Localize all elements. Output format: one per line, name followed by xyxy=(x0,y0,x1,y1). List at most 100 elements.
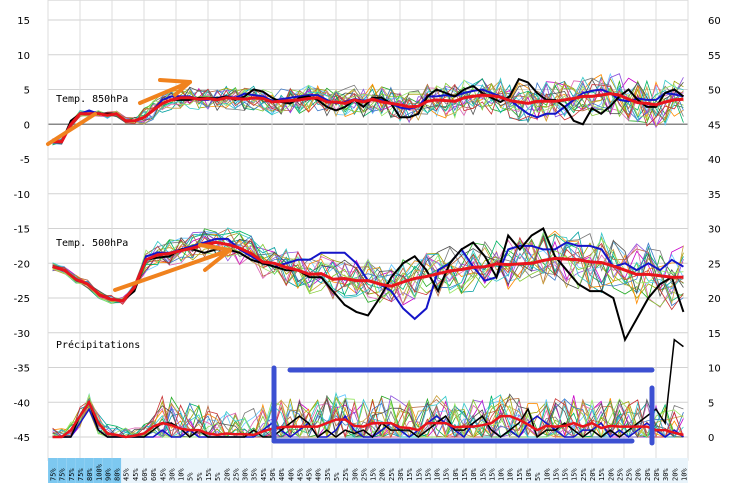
precip-probability-label: 10% xyxy=(178,468,186,481)
precip-probability-label: 15% xyxy=(443,468,451,481)
precip-probability-label: 15% xyxy=(598,468,606,481)
right-tick-label: 0 xyxy=(708,433,714,444)
probability-highlight xyxy=(112,458,122,483)
member-t500-line xyxy=(52,227,684,304)
left-tick-label: 0 xyxy=(24,120,30,131)
precip-probability-label: 15% xyxy=(552,468,560,481)
precip-probability-label: 15% xyxy=(516,468,524,481)
precip-probability-label: 25% xyxy=(232,468,240,481)
precip-probability-label: 20% xyxy=(223,468,231,481)
left-tick-label: -15 xyxy=(14,225,30,236)
precip-probability-label: 45% xyxy=(260,468,268,481)
probability-highlight xyxy=(102,458,112,483)
probability-highlight xyxy=(57,458,67,483)
member-precip-line xyxy=(52,391,684,439)
left-tick-label: -25 xyxy=(14,294,30,305)
precip-probability-label: 50% xyxy=(269,468,277,481)
annotations xyxy=(46,78,655,446)
precip-probability-label: 30% xyxy=(168,468,176,481)
label-t850: Temp. 850hPa xyxy=(56,94,128,105)
precip-probability-label: 90% xyxy=(104,468,112,481)
precip-probability-label: 60% xyxy=(150,468,158,481)
probability-highlight xyxy=(48,458,58,483)
precip-probability-label: 15% xyxy=(562,468,570,481)
precip-probability-label: 5% xyxy=(214,472,222,481)
grid xyxy=(47,0,689,461)
probability-highlight xyxy=(75,458,85,483)
precip-probability-label: 10% xyxy=(470,468,478,481)
precip-probability-label: 30% xyxy=(662,468,670,481)
left-tick-label: -30 xyxy=(14,329,30,340)
precip-probability-label: 20% xyxy=(671,468,679,481)
left-tick-label: -45 xyxy=(14,433,30,444)
precip-probability-label: 75% xyxy=(77,468,85,481)
precip-probability-label: 15% xyxy=(406,468,414,481)
precip-probability-label: 45% xyxy=(123,468,131,481)
precip-probability-label: 25% xyxy=(388,468,396,481)
right-tick-label: 10 xyxy=(708,364,721,375)
precip-probability-label: 25% xyxy=(342,468,350,481)
label-precip: Précipitations xyxy=(56,339,140,351)
arrow-line xyxy=(113,248,232,292)
arrow-line xyxy=(138,80,192,105)
right-tick-label: 50 xyxy=(708,86,721,97)
right-tick-label: 55 xyxy=(708,51,721,62)
precip-probability-label: 20% xyxy=(653,468,661,481)
precip-probability-label: 10% xyxy=(680,468,688,481)
label-t500: Temp. 500hPa xyxy=(56,238,128,249)
main-series xyxy=(52,77,685,439)
left-tick-label: -35 xyxy=(14,364,30,375)
probability-row-bg xyxy=(48,458,688,483)
control-precip-line xyxy=(52,338,684,439)
right-tick-label: 15 xyxy=(708,329,721,340)
left-tick-label: 5 xyxy=(24,86,30,97)
precip-probability-label: 10% xyxy=(543,468,551,481)
member-precip-line xyxy=(52,398,684,439)
arrow-head xyxy=(158,78,192,97)
precip-probability-label: 20% xyxy=(379,468,387,481)
precip-probability-label: 45% xyxy=(296,468,304,481)
left-axis-ticks: 15 10 5 0 -5 -10 -15 -20 -25 -30 -35 -40 -45 xyxy=(14,16,30,444)
member-t500-line xyxy=(52,228,684,304)
precip-probability-label: 20% xyxy=(607,468,615,481)
precip-probability-label: 5% xyxy=(333,472,341,481)
member-t500-line xyxy=(52,230,684,301)
precip-probability-label: 5% xyxy=(187,472,195,481)
mean-precip-line xyxy=(52,399,684,439)
precip-probability-label: 40% xyxy=(278,468,286,481)
precip-probability-label: 60% xyxy=(141,468,149,481)
precip-probability-label: 30% xyxy=(397,468,405,481)
precip-probability-label: 5% xyxy=(534,472,542,481)
left-tick-label: -20 xyxy=(14,259,30,270)
right-tick-label: 5 xyxy=(708,398,714,409)
precip-probability-label: 20% xyxy=(635,468,643,481)
precip-probability-label: 45% xyxy=(306,468,314,481)
precip-probability-label: 45% xyxy=(159,468,167,481)
arrow-head xyxy=(198,243,232,272)
precip-probability-label: 25% xyxy=(360,468,368,481)
precip-probability-row: 75% 75% 75% 75% 80% 100% 90% 80% 45% 45% 60% 60% 45%… xyxy=(48,458,688,483)
precip-probability-label: 100% xyxy=(95,463,103,481)
right-tick-label: 60 xyxy=(708,16,721,27)
precip-probability-label: 25% xyxy=(616,468,624,481)
precip-probability-label: 40% xyxy=(287,468,295,481)
precip-probability-label: 15% xyxy=(415,468,423,481)
member-t500-line xyxy=(52,230,684,304)
precip-probability-label: 30% xyxy=(351,468,359,481)
precip-probability-label: 75% xyxy=(68,468,76,481)
member-t500-line xyxy=(52,232,684,304)
mean-t500-line xyxy=(52,240,684,303)
precip-probability-label: 15% xyxy=(424,468,432,481)
member-t850-line xyxy=(52,77,684,143)
probability-highlight xyxy=(84,458,94,483)
member-precip-line xyxy=(52,398,684,439)
precip-probability-label: 10% xyxy=(507,468,515,481)
right-tick-label: 35 xyxy=(708,190,721,201)
precip-probability-label: 20% xyxy=(644,468,652,481)
precip-probability-label: 15% xyxy=(479,468,487,481)
precip-probability-label: 80% xyxy=(114,468,122,481)
precip-probability-label: 5% xyxy=(196,472,204,481)
left-tick-label: 10 xyxy=(17,51,30,62)
right-tick-label: 30 xyxy=(708,225,721,236)
